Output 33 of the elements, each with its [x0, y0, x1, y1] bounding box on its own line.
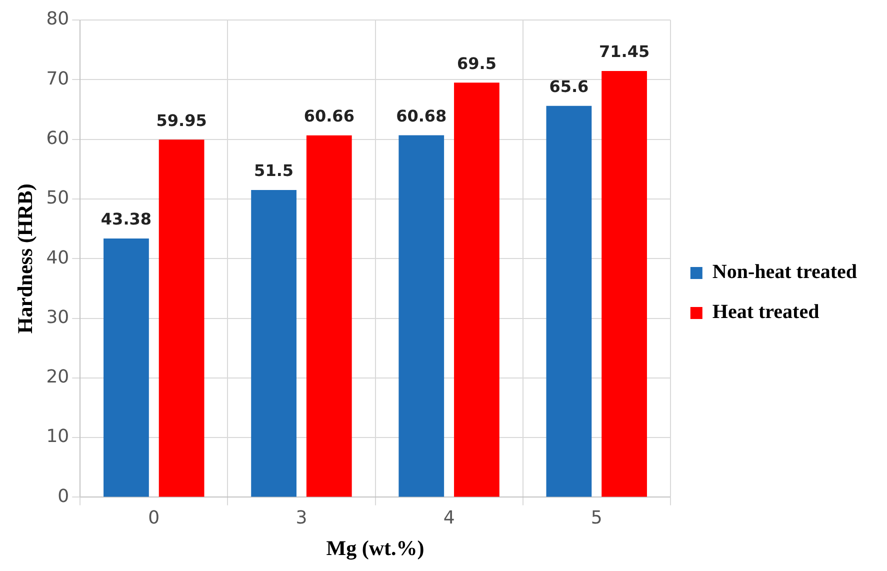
y-tick-label: 0	[58, 486, 70, 507]
y-tick-label: 30	[46, 306, 70, 328]
x-tick-label: 3	[296, 508, 308, 529]
bar	[398, 135, 444, 497]
data-label: 59.95	[156, 110, 207, 130]
data-label: 60.68	[396, 106, 447, 126]
bar	[546, 106, 592, 497]
y-tick-label: 80	[46, 8, 70, 30]
y-tick-label: 50	[46, 188, 70, 209]
y-tick-label: 70	[46, 68, 70, 90]
legend-label: Heat treated	[712, 301, 820, 324]
y-axis-title: Hardness (HRB)	[13, 184, 38, 334]
data-label: 60.66	[304, 106, 354, 126]
x-tick-label: 4	[443, 508, 455, 529]
data-label: 51.5	[254, 161, 294, 180]
bar	[104, 238, 149, 497]
y-tick-label: 20	[46, 366, 70, 388]
bar	[251, 190, 296, 497]
data-label: 69.5	[456, 54, 496, 73]
bar	[454, 82, 500, 497]
x-tick-label: 5	[590, 508, 602, 529]
bar	[158, 140, 204, 497]
data-label: 43.38	[100, 210, 152, 229]
y-tick-label: 40	[46, 247, 70, 268]
y-tick-label: 10	[46, 426, 70, 448]
y-tick-label: 60	[46, 128, 70, 149]
bar	[306, 135, 352, 497]
bar	[602, 71, 647, 497]
data-label: 65.6	[549, 77, 589, 96]
legend-label: Non-heat treated	[712, 261, 858, 284]
data-label: 71.45	[598, 42, 650, 62]
x-tick-label: 0	[148, 508, 160, 529]
x-axis-title: Mg (wt.%)	[326, 536, 424, 560]
